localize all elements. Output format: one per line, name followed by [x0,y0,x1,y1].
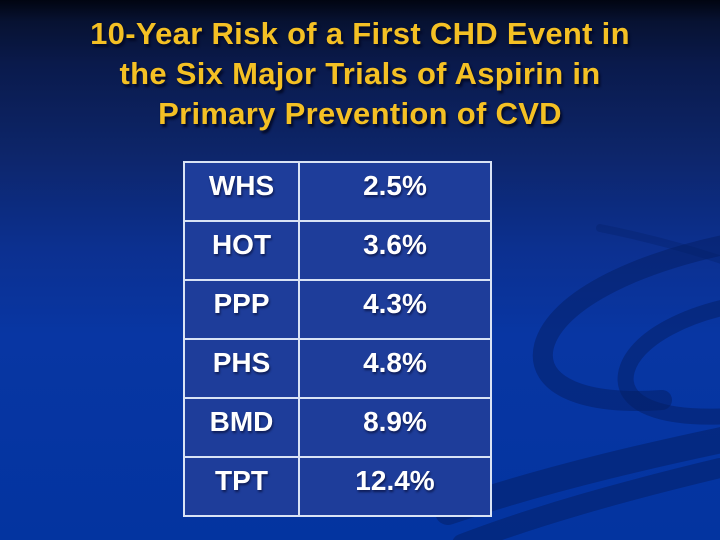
risk-value-cell: 8.9% [298,397,492,458]
risk-value-cell: 12.4% [298,456,492,517]
table-row: TPT 12.4% [183,456,492,517]
slide-title-line: Primary Prevention of CVD [158,96,562,131]
trial-name-cell: HOT [183,220,300,281]
trial-name-cell: PHS [183,338,300,399]
trial-name-cell: WHS [183,161,300,222]
table-row: WHS 2.5% [183,161,492,222]
table-row: PPP 4.3% [183,279,492,340]
trial-name-cell: BMD [183,397,300,458]
table-row: BMD 8.9% [183,397,492,458]
slide-title-line: 10-Year Risk of a First CHD Event in [90,16,630,51]
risk-table: WHS 2.5% HOT 3.6% PPP 4.3% PHS 4.8% BMD … [183,161,492,517]
risk-table-body: WHS 2.5% HOT 3.6% PPP 4.3% PHS 4.8% BMD … [183,161,492,517]
table-row: HOT 3.6% [183,220,492,281]
risk-value-cell: 2.5% [298,161,492,222]
risk-value-cell: 4.8% [298,338,492,399]
risk-value-cell: 4.3% [298,279,492,340]
trial-name-cell: PPP [183,279,300,340]
slide-title: 10-Year Risk of a First CHD Event in the… [0,14,720,134]
slide-title-line: the Six Major Trials of Aspirin in [119,56,601,91]
trial-name-cell: TPT [183,456,300,517]
table-row: PHS 4.8% [183,338,492,399]
risk-value-cell: 3.6% [298,220,492,281]
